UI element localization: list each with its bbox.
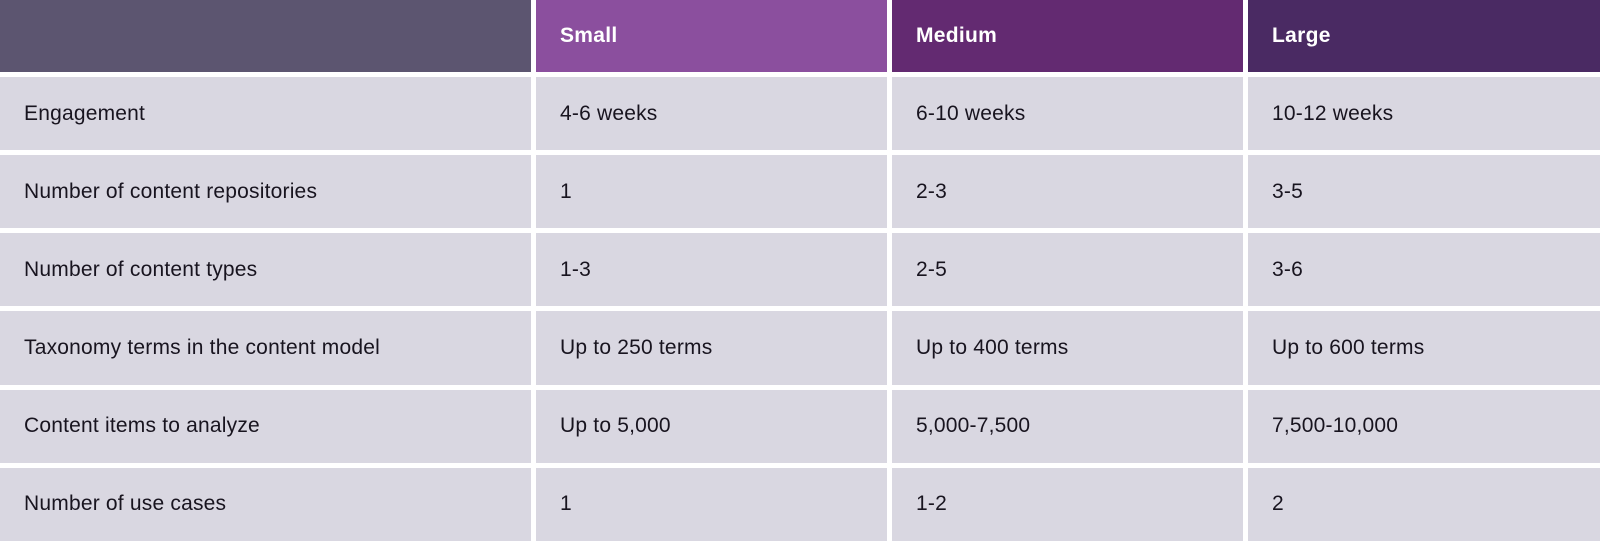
column-header-medium: Medium: [892, 0, 1243, 72]
row-header-taxonomy-terms: Taxonomy terms in the content model: [0, 311, 531, 385]
cell-use-cases-medium: 1-2: [892, 467, 1243, 541]
cell-repositories-small: 1: [536, 155, 887, 229]
cell-content-types-medium: 2-5: [892, 233, 1243, 307]
column-header-blank: [0, 0, 531, 72]
cell-repositories-large: 3-5: [1248, 155, 1600, 229]
row-header-content-repositories: Number of content repositories: [0, 155, 531, 229]
cell-use-cases-small: 1: [536, 467, 887, 541]
cell-engagement-small: 4-6 weeks: [536, 77, 887, 151]
cell-taxonomy-large: Up to 600 terms: [1248, 311, 1600, 385]
cell-content-types-large: 3-6: [1248, 233, 1600, 307]
row-header-content-types: Number of content types: [0, 233, 531, 307]
cell-repositories-medium: 2-3: [892, 155, 1243, 229]
cell-engagement-medium: 6-10 weeks: [892, 77, 1243, 151]
cell-content-types-small: 1-3: [536, 233, 887, 307]
cell-content-items-medium: 5,000-7,500: [892, 389, 1243, 463]
row-header-content-items: Content items to analyze: [0, 389, 531, 463]
cell-use-cases-large: 2: [1248, 467, 1600, 541]
cell-taxonomy-medium: Up to 400 terms: [892, 311, 1243, 385]
column-header-small: Small: [536, 0, 887, 72]
row-header-engagement: Engagement: [0, 77, 531, 151]
cell-engagement-large: 10-12 weeks: [1248, 77, 1600, 151]
column-header-large: Large: [1248, 0, 1600, 72]
cell-taxonomy-small: Up to 250 terms: [536, 311, 887, 385]
cell-content-items-large: 7,500-10,000: [1248, 389, 1600, 463]
cell-content-items-small: Up to 5,000: [536, 389, 887, 463]
row-header-use-cases: Number of use cases: [0, 467, 531, 541]
